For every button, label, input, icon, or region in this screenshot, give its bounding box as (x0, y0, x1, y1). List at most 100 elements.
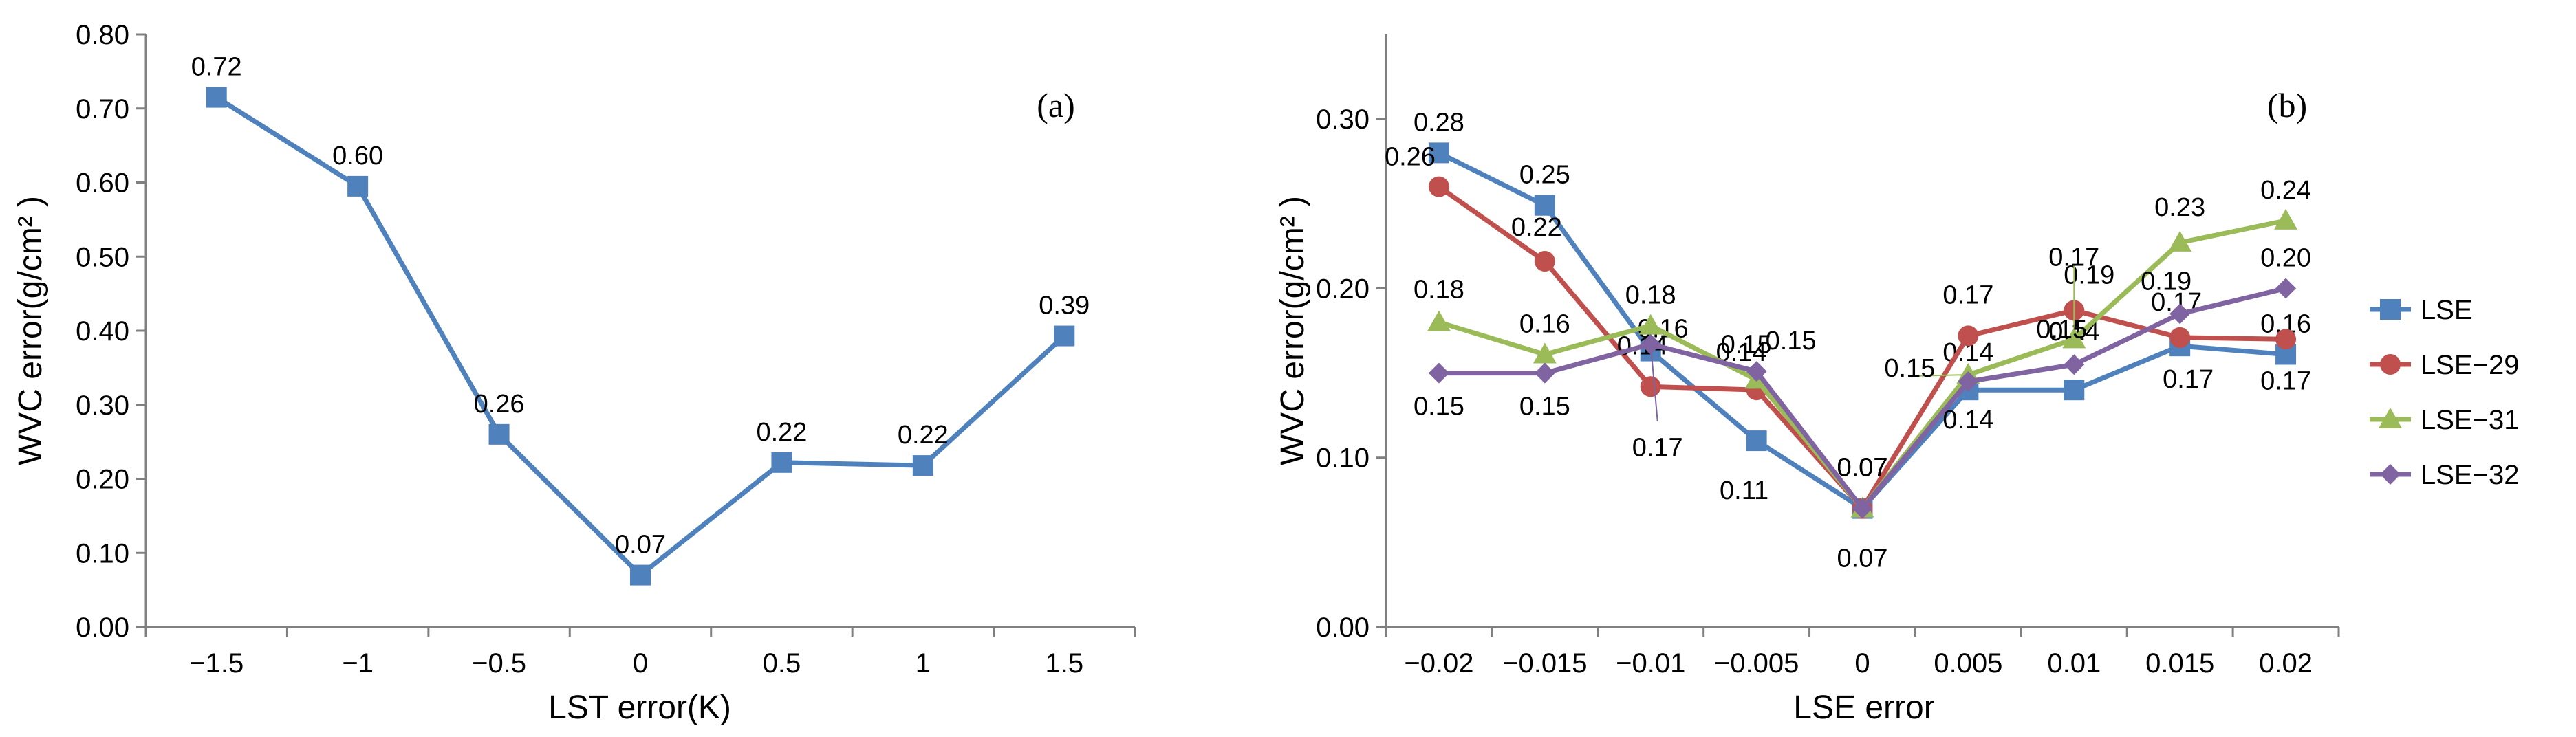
y-tick-label: 0.80 (76, 20, 129, 50)
data-point (1958, 371, 1979, 392)
data-label: 0.15 (1721, 330, 1772, 359)
x-tick-label: −0.5 (472, 648, 526, 679)
legend-swatch-marker (2380, 354, 2401, 375)
x-tick-label: 0 (633, 648, 648, 679)
x-tick-label: 0.005 (1934, 648, 2002, 679)
chart-panel-a: 0.000.100.200.300.400.500.600.700.80−1.5… (12, 20, 1136, 726)
data-point (2064, 354, 2085, 375)
data-label: 0.07 (1837, 454, 1888, 483)
data-point (488, 424, 510, 445)
data-point (2168, 230, 2192, 252)
data-label: 0.15 (2036, 315, 2087, 344)
y-tick-label: 0.40 (76, 316, 129, 346)
data-point (2064, 380, 2085, 401)
data-label: 0.17 (1942, 280, 1993, 309)
label-leader-line (1649, 344, 1658, 421)
panel-label: (a) (1037, 86, 1075, 124)
data-label: 0.17 (2163, 365, 2214, 394)
data-label: 0.15 (1414, 393, 1464, 421)
data-point (1534, 195, 1555, 216)
y-axis-title: WVC error(g/cm² ) (12, 196, 49, 465)
data-point (206, 87, 227, 108)
data-label: 0.39 (1039, 292, 1090, 320)
legend-swatch-marker (2380, 464, 2401, 485)
legend: LSE LSE−29 LSE−31 LSE−32 (2370, 295, 2519, 490)
x-tick-label: 0.5 (763, 648, 801, 679)
data-label: 0.19 (2141, 267, 2191, 296)
data-point (1428, 142, 1449, 164)
data-label: 0.15 (1519, 393, 1570, 421)
data-label: 0.26 (474, 390, 525, 419)
y-tick-label: 0.20 (1316, 274, 1370, 304)
x-tick-label: 0 (1854, 648, 1870, 679)
data-point (2169, 327, 2191, 348)
data-label: 0.15 (1766, 327, 1817, 355)
data-point (1428, 362, 1449, 384)
data-label: 0.72 (191, 53, 242, 82)
legend-swatch-marker (2379, 408, 2402, 428)
data-point (2275, 329, 2297, 350)
data-label: 0.18 (1414, 276, 1464, 305)
data-label: 0.07 (615, 531, 666, 560)
data-point (1534, 251, 1555, 272)
x-tick-label: −1.5 (189, 648, 243, 679)
x-tick-label: −0.005 (1714, 648, 1799, 679)
data-point (771, 452, 792, 473)
y-tick-label: 0.30 (1316, 104, 1370, 135)
data-label: 0.23 (2154, 193, 2205, 222)
x-tick-label: 0.01 (2047, 648, 2101, 679)
x-axis-title: LSE error (1793, 690, 1934, 726)
data-label: 0.17 (2260, 366, 2311, 395)
data-label: 0.20 (2260, 243, 2311, 272)
data-point (347, 175, 369, 197)
x-tick-label: −0.01 (1616, 648, 1685, 679)
data-point (1427, 310, 1451, 331)
chart-panel-b: 0.00 0.10 0.20 0.30 −0.02 −0.015 −0.01 −0.005 0 0… (1275, 34, 2519, 726)
data-label: 0.17 (2048, 243, 2099, 272)
data-label: 0.25 (1519, 161, 1570, 190)
data-label: 0.18 (1625, 281, 1676, 310)
x-tick-label: −0.015 (1502, 648, 1587, 679)
x-tick-label: 0.015 (2145, 648, 2214, 679)
x-tick-label: 0.02 (2259, 648, 2313, 679)
data-label: 0.19 (2064, 261, 2114, 289)
data-label: 0.22 (1511, 213, 1562, 242)
x-tick-label: 1 (916, 648, 931, 679)
data-label: 0.26 (1385, 143, 1436, 172)
data-label: 0.16 (1519, 309, 1570, 338)
panel-label: (b) (2267, 86, 2307, 124)
x-tick-label: 1.5 (1045, 648, 1083, 679)
y-tick-label: 0.60 (76, 168, 129, 199)
data-point (2275, 278, 2297, 299)
data-label: 0.14 (1942, 406, 1993, 434)
data-label: 0.17 (1632, 434, 1683, 463)
y-tick-label: 0.00 (1316, 613, 1370, 643)
data-label: 0.28 (1414, 108, 1464, 137)
x-tick-label: −1 (342, 648, 374, 679)
data-point (2169, 303, 2191, 324)
series-WVC error: 0.72 0.60 0.26 0.07 0.22 0.22 0.39 (191, 53, 1090, 586)
data-point (1746, 430, 1767, 452)
data-point (630, 564, 651, 586)
data-point (1958, 325, 1979, 346)
y-axis-title: WVC error(g/cm² ) (1275, 196, 1311, 465)
data-label: 0.22 (898, 421, 949, 450)
data-label: 0.24 (2260, 176, 2311, 205)
data-point (912, 455, 933, 476)
data-label: 0.60 (332, 142, 383, 170)
legend-label: LSE (2421, 295, 2473, 325)
data-label: 0.15 (1884, 354, 1935, 383)
legend-swatch-marker (2380, 299, 2401, 320)
data-label: 0.07 (1837, 544, 1888, 573)
data-label: 0.22 (756, 418, 807, 447)
y-tick-label: 0.30 (76, 390, 129, 421)
data-label: 0.11 (1720, 476, 1768, 505)
data-point (2274, 208, 2298, 230)
data-point (1534, 362, 1555, 384)
y-tick-label: 0.70 (76, 94, 129, 124)
data-point (1054, 325, 1075, 346)
legend-label: LSE−32 (2421, 460, 2519, 490)
data-point (1638, 314, 1663, 335)
y-tick-label: 0.10 (76, 538, 129, 569)
data-point (1852, 498, 1873, 519)
